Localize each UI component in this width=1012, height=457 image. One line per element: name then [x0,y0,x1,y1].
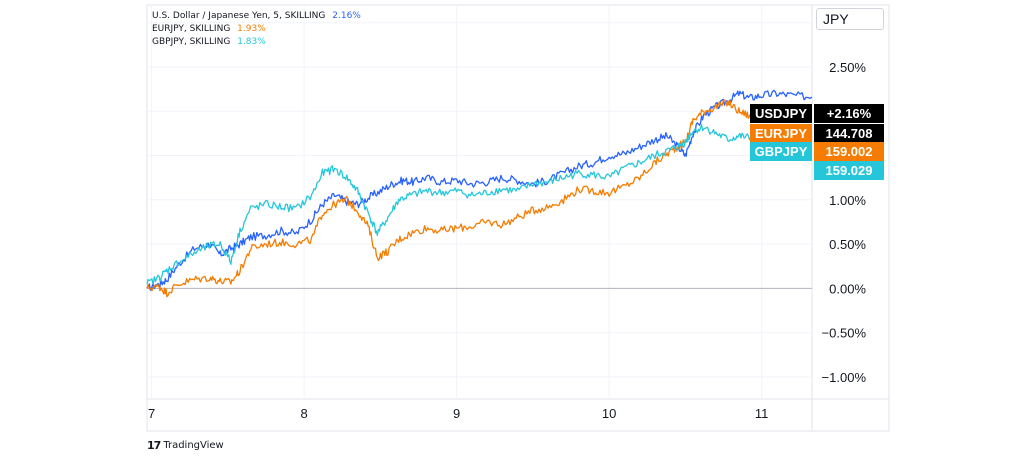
y-tick-label: −1.00% [822,370,867,385]
price-tag-value-bg [814,142,884,161]
series-line [146,124,813,286]
legend-change: 1.83% [237,37,266,47]
x-tick-label: 7 [148,406,155,421]
series-line [146,99,813,298]
currency-selector[interactable]: JPY [816,8,884,30]
y-tick-label: 1.00% [829,193,866,208]
legend-change: 2.16% [332,11,361,21]
price-tag-value: 159.002 [826,144,873,159]
legend-label: GBPJPY, SKILLING [152,37,231,47]
legend-change: 1.93% [237,24,266,34]
price-tag-value-bg [814,124,884,143]
price-tag-symbol: USDJPY [755,106,807,121]
y-tick-label: 0.00% [829,281,866,296]
price-tag-value: 144.708 [826,126,873,141]
x-tick-label: 10 [602,406,616,421]
price-tag-value: +2.16% [827,106,872,121]
legend-item: U.S. Dollar / Japanese Yen, 5, SKILLING … [152,10,361,23]
price-tag-symbol: EURJPY [755,126,807,141]
x-tick-label: 11 [755,406,769,421]
legend: U.S. Dollar / Japanese Yen, 5, SKILLING … [152,10,361,49]
y-tick-label: 2.50% [829,60,866,75]
legend-label: U.S. Dollar / Japanese Yen, 5, SKILLING [152,11,326,21]
price-tag-symbol-bg [750,142,812,161]
x-tick-label: 8 [300,406,307,421]
chart-frame [146,4,890,432]
price-tag-symbol-bg [750,124,812,143]
legend-item: EURJPY, SKILLING 1.93% [152,23,361,36]
tradingview-logo-icon: 17 [147,439,161,452]
legend-item: GBPJPY, SKILLING 1.83% [152,36,361,49]
price-tag-value: 159.029 [826,163,873,178]
price-tag-value-bg [814,161,884,180]
price-tag-symbol-bg [750,104,812,123]
y-tick-label: −0.50% [822,326,867,341]
legend-label: EURJPY, SKILLING [152,24,231,34]
series-line [146,89,813,292]
price-tag-value-bg [814,104,884,123]
y-tick-label: 0.50% [829,237,866,252]
brand: 17 TradingView [147,439,224,452]
price-tag-symbol: GBPJPY [755,144,808,159]
brand-name: TradingView [163,440,224,451]
x-tick-label: 9 [453,406,460,421]
